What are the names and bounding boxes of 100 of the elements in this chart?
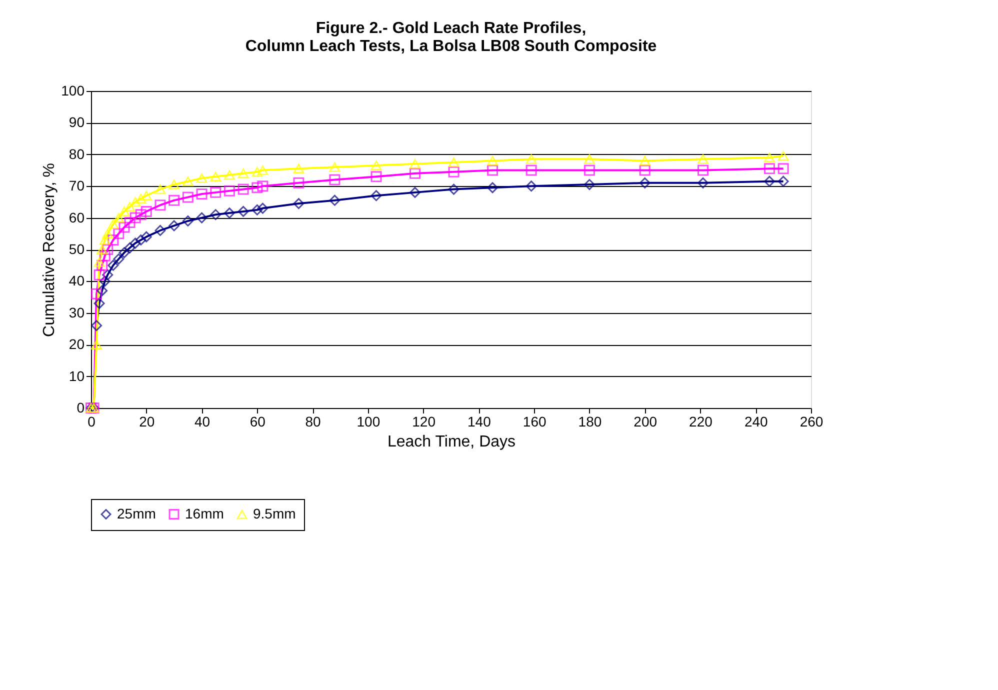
point [238, 184, 249, 195]
x-tick-label: 180 [578, 414, 602, 430]
point [410, 168, 420, 179]
point [96, 260, 108, 271]
point [224, 170, 235, 180]
point [102, 244, 114, 255]
point [698, 154, 708, 164]
point [168, 220, 180, 232]
x-axis-title: Leach Time, Days [387, 434, 516, 450]
x-tick-label: 140 [468, 414, 492, 430]
y-axis-title: Cumulative Recovery, % [41, 163, 58, 337]
x-tick-label: 60 [250, 414, 266, 430]
legend-label: 9.5mm [253, 506, 296, 522]
x-tick-label: 200 [634, 414, 658, 430]
point [584, 154, 595, 164]
point [91, 288, 102, 300]
point [96, 285, 108, 296]
point [764, 152, 775, 162]
point [130, 212, 141, 224]
legend-label: 16mm [185, 505, 224, 522]
point [778, 163, 789, 174]
point [224, 208, 235, 219]
point [526, 180, 537, 192]
point [370, 171, 382, 182]
point [102, 228, 114, 239]
point [293, 198, 304, 210]
point [182, 192, 194, 203]
point [140, 190, 152, 200]
point [196, 212, 208, 224]
legend-label: 25mm [117, 505, 156, 522]
point [96, 244, 108, 254]
point [113, 212, 124, 223]
y-tick-label: 100 [61, 82, 85, 98]
y-tick-label: 20 [68, 336, 85, 352]
point [410, 186, 420, 198]
y-tick-label: 0 [76, 400, 85, 416]
point [487, 164, 498, 176]
point [293, 164, 304, 174]
point [329, 162, 340, 172]
point [118, 247, 130, 258]
y-tick-label: 10 [68, 368, 85, 384]
point [778, 176, 789, 187]
point [257, 180, 268, 192]
point [778, 151, 789, 161]
point [210, 209, 222, 220]
point [182, 215, 194, 226]
point [140, 231, 152, 242]
x-tick-label: 0 [88, 414, 96, 430]
point [108, 219, 119, 229]
x-tick-label: 160 [522, 414, 546, 430]
point [370, 190, 382, 202]
point [154, 200, 166, 211]
point [698, 164, 708, 176]
x-tick-label: 120 [412, 414, 436, 430]
point [329, 194, 340, 206]
y-tick-label: 40 [68, 272, 85, 289]
point [108, 234, 119, 246]
point [257, 202, 268, 214]
point [639, 177, 650, 188]
point [118, 222, 130, 233]
y-tick-label: 30 [68, 304, 85, 320]
point [102, 269, 114, 280]
point [448, 157, 460, 168]
point [764, 163, 775, 174]
point [94, 269, 105, 280]
point [252, 182, 263, 194]
point [224, 185, 235, 196]
point [135, 234, 146, 246]
point [140, 206, 152, 217]
point [196, 188, 208, 200]
point [130, 197, 141, 207]
point [99, 235, 110, 245]
point [210, 186, 222, 198]
point [252, 166, 263, 177]
point [410, 159, 420, 169]
point [99, 276, 110, 287]
text: Column Leach Tests, La Bolsa LB08 South Composite [245, 38, 657, 55]
point [487, 182, 498, 194]
x-tick-label: 80 [305, 414, 322, 430]
point [124, 242, 136, 254]
point [487, 156, 498, 166]
point [238, 206, 249, 217]
y-tick-label: 70 [68, 178, 85, 194]
point [257, 165, 268, 176]
point [252, 204, 263, 216]
point [238, 168, 249, 178]
point [168, 194, 180, 206]
point [91, 340, 102, 350]
y-tick-label: 90 [68, 114, 85, 130]
point [764, 176, 775, 187]
point [135, 209, 146, 220]
point [118, 206, 130, 216]
point [154, 224, 166, 236]
point [168, 180, 180, 190]
y-tick-label: 50 [68, 241, 85, 257]
point [91, 320, 102, 332]
x-tick-label: 240 [744, 414, 768, 430]
point [448, 184, 460, 195]
point [124, 217, 136, 228]
point [639, 164, 650, 176]
